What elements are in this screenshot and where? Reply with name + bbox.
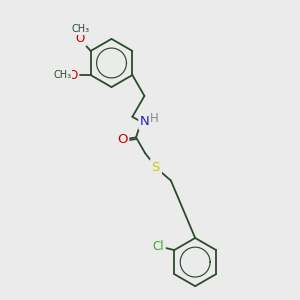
Text: H: H [149, 112, 158, 125]
Text: O: O [117, 133, 127, 146]
Text: S: S [152, 160, 160, 174]
Text: Cl: Cl [152, 239, 164, 253]
Text: N: N [140, 115, 150, 128]
Text: CH₃: CH₃ [71, 24, 89, 34]
Text: O: O [68, 69, 77, 82]
Text: CH₃: CH₃ [53, 70, 72, 80]
Text: O: O [76, 32, 85, 45]
